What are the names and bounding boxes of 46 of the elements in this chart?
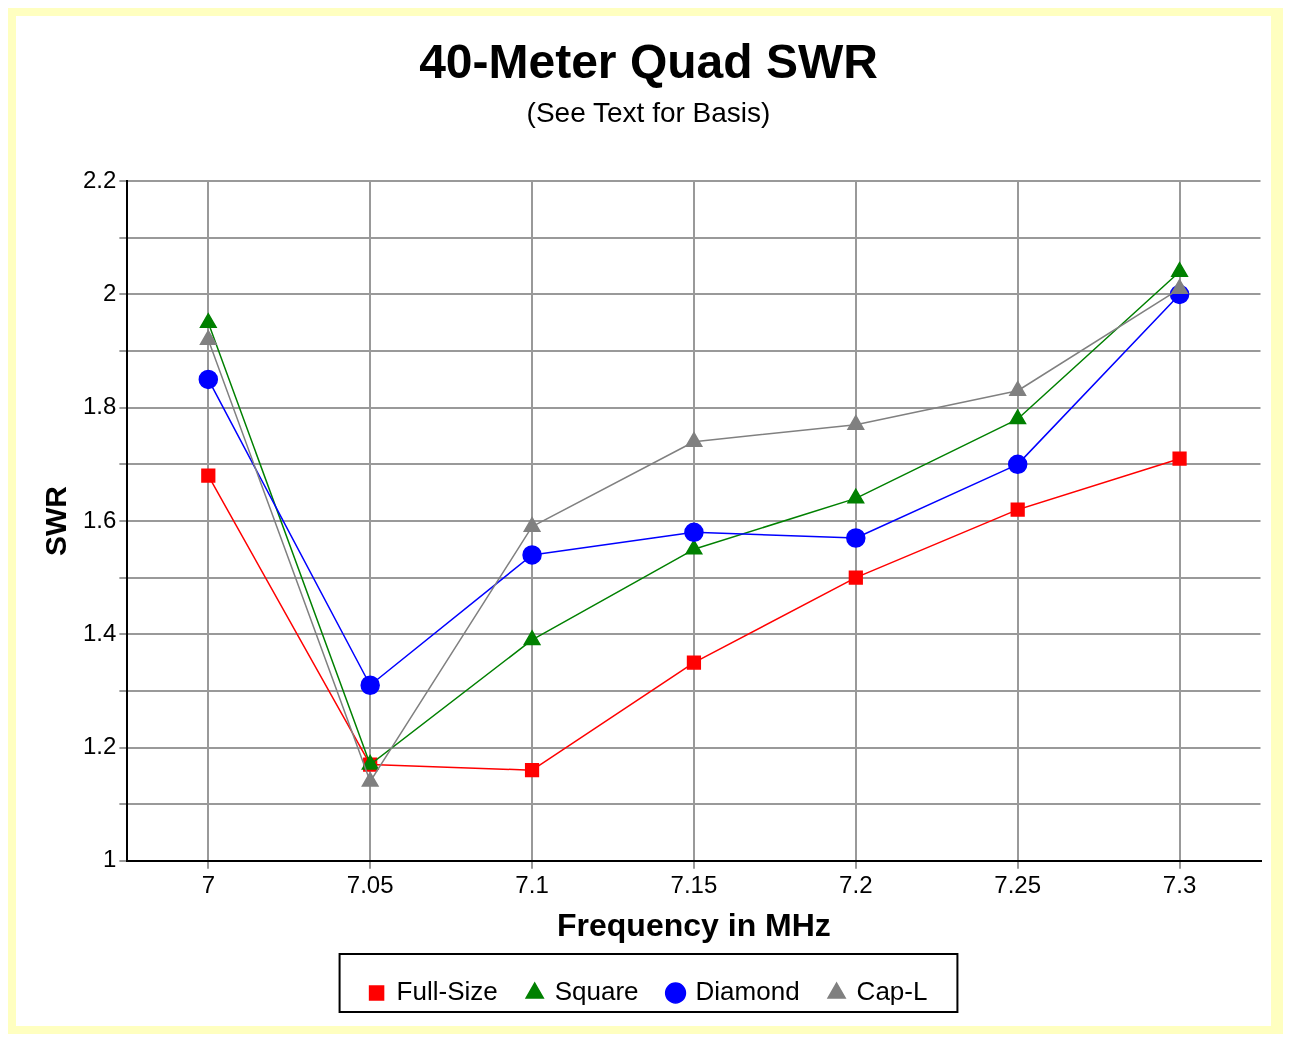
point	[846, 528, 866, 548]
point	[685, 431, 703, 447]
point	[199, 330, 217, 346]
legend-label: Square	[554, 976, 639, 1007]
point	[198, 369, 219, 390]
point	[523, 630, 541, 646]
point	[1010, 502, 1025, 517]
point	[1009, 409, 1027, 425]
x-tick-label: 7.3	[1162, 870, 1197, 898]
legend-label: Diamond	[695, 976, 800, 1007]
y-tick-label: 1.6	[82, 505, 117, 533]
point	[360, 675, 380, 695]
y-tick-label: 2.2	[82, 165, 117, 193]
point	[848, 570, 863, 585]
point	[686, 655, 702, 670]
y-tick-label: 1.2	[82, 732, 117, 760]
point	[1009, 380, 1027, 396]
x-tick-label: 7	[201, 870, 215, 898]
point	[1171, 262, 1189, 278]
point	[199, 313, 217, 329]
legend-label: Cap-L	[856, 976, 928, 1007]
x-axis-title: Frequency in MHz	[557, 906, 831, 943]
point	[1007, 454, 1028, 475]
x-tick-label: 7.1	[515, 870, 549, 898]
point	[522, 545, 542, 565]
chart-subtitle: (See Text for Basis)	[526, 97, 771, 129]
point	[847, 414, 865, 430]
point	[524, 763, 540, 778]
y-tick-label: 2	[103, 279, 117, 307]
x-tick-label: 7.2	[839, 870, 873, 898]
x-tick-label: 7.15	[670, 870, 718, 898]
x-tick-label: 7.05	[346, 870, 394, 898]
point	[201, 468, 216, 483]
chart-title: 40-Meter Quad SWR	[419, 35, 878, 89]
point	[1171, 279, 1189, 295]
y-tick-label: 1.4	[82, 618, 117, 646]
point	[1172, 451, 1187, 466]
point	[685, 539, 703, 555]
point	[684, 522, 704, 543]
y-axis-title: SWR	[39, 485, 73, 556]
x-tick-label: 7.25	[994, 870, 1042, 898]
point	[847, 488, 865, 504]
y-tick-label: 1.8	[82, 392, 117, 420]
legend-label: Full-Size	[396, 976, 498, 1007]
point	[523, 516, 541, 532]
y-tick-label: 1	[103, 845, 117, 873]
